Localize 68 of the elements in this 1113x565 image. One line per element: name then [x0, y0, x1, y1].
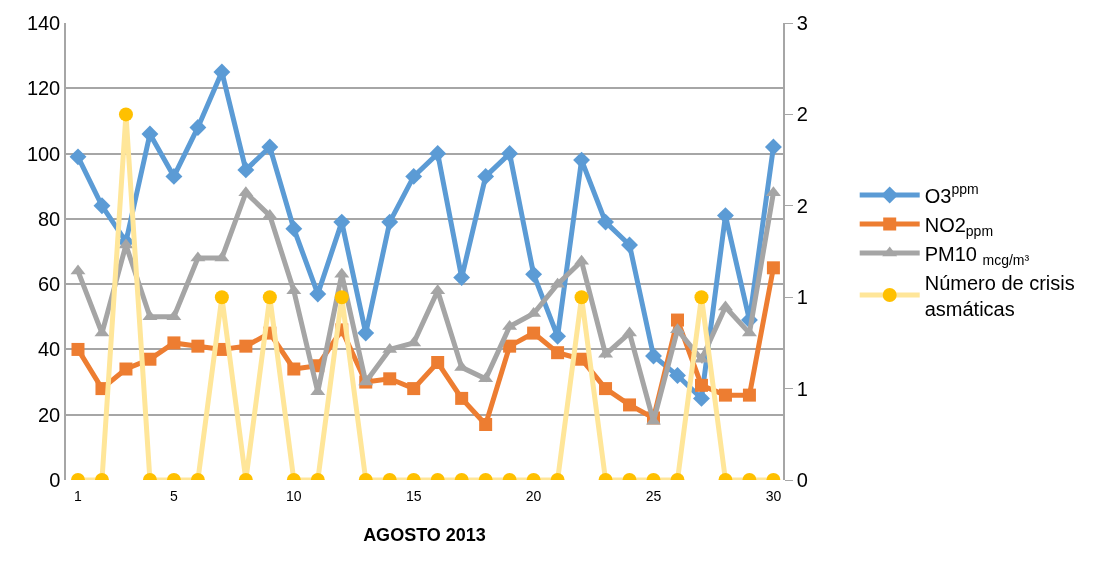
point — [764, 138, 782, 156]
y2-tick-label: 0 — [796, 469, 808, 491]
point — [213, 63, 231, 81]
point — [455, 391, 469, 405]
y-tick-label: 80 — [38, 207, 61, 230]
point — [431, 355, 445, 369]
legend-label: O3$^{ppm}$ — [924, 181, 979, 207]
y-tick-label: 40 — [38, 338, 61, 361]
point — [71, 342, 85, 356]
point — [93, 197, 111, 215]
y2-tick-label: 1 — [796, 377, 808, 400]
point — [261, 138, 279, 156]
legend-label: PM10 $_{mcg/m³}$ — [924, 242, 1030, 268]
x-axis-title: AGOSTO 2013 — [363, 525, 486, 546]
y-tick-label: 120 — [26, 77, 61, 100]
point — [551, 346, 565, 360]
y2-tick-label: 2 — [796, 103, 808, 126]
x-tick-label: 5 — [170, 488, 179, 504]
point — [167, 336, 181, 350]
point — [477, 167, 495, 185]
y-tick-label: 100 — [26, 142, 61, 165]
y-tick-label: 20 — [38, 403, 61, 426]
point — [694, 378, 708, 392]
point — [503, 339, 517, 353]
point — [669, 367, 686, 384]
point — [165, 167, 183, 185]
point — [237, 161, 255, 179]
x-tick-label: 25 — [645, 488, 662, 504]
point — [621, 236, 638, 254]
point — [501, 145, 519, 163]
point — [597, 213, 614, 231]
point — [69, 148, 87, 166]
point — [479, 418, 493, 432]
point — [645, 347, 662, 365]
point — [119, 362, 133, 376]
point — [189, 119, 207, 136]
point — [525, 265, 543, 283]
x-tick-label: 30 — [765, 488, 782, 504]
point — [623, 398, 637, 412]
point — [287, 362, 301, 376]
x-tick-label: 20 — [525, 488, 542, 504]
point — [381, 213, 399, 231]
point — [766, 261, 780, 275]
point — [670, 313, 684, 327]
point — [742, 388, 756, 402]
point — [599, 382, 613, 396]
y-tick-label: 140 — [26, 12, 61, 34]
y2-tick-label: 2 — [796, 194, 808, 217]
x-tick-label: 1 — [74, 488, 83, 504]
point — [239, 339, 253, 353]
point — [718, 388, 732, 402]
point — [191, 339, 205, 353]
point — [407, 382, 421, 396]
point — [285, 220, 303, 238]
point — [405, 167, 423, 185]
y-tick-label: 0 — [49, 469, 61, 491]
point — [527, 326, 541, 340]
point — [383, 372, 397, 386]
point — [309, 285, 327, 303]
y-tick-label: 60 — [38, 273, 61, 296]
legend-label: Número de crisis asmáticas — [924, 271, 1075, 320]
y2-tick-label: 1 — [796, 286, 808, 309]
point — [141, 125, 159, 143]
x-tick-label: 10 — [286, 488, 302, 504]
x-tick-label: 15 — [405, 488, 422, 504]
y2-tick-label: 3 — [796, 12, 808, 34]
legend-label: NO2$_{ppm}$ — [924, 213, 994, 239]
point — [429, 145, 447, 163]
